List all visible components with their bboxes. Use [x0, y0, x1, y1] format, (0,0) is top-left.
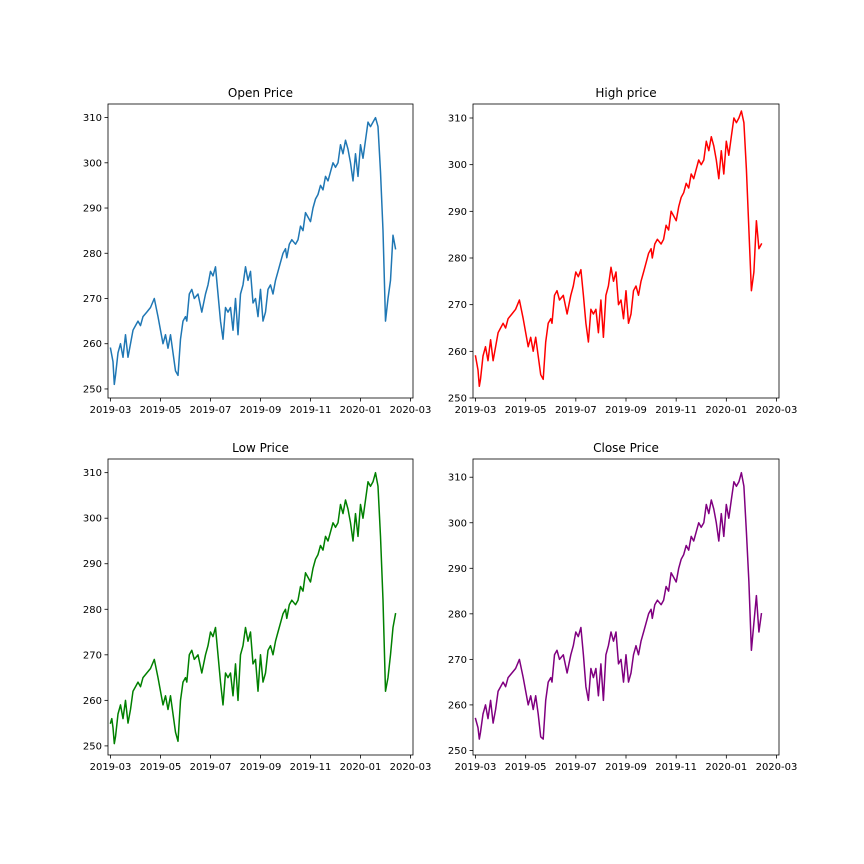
open-price-x-tick-label: 2019-11: [290, 405, 332, 416]
high-price-line: [474, 110, 763, 388]
low-price-y-tick-label: 290: [83, 559, 102, 570]
low-price-x-tick-label: 2019-05: [140, 762, 182, 773]
close-price-x-tick-label: 2019-03: [455, 762, 497, 773]
open-price-y-tick-label: 270: [83, 294, 102, 305]
close-price-x-tick-label: 2019-09: [605, 762, 647, 773]
high-price-x-tick-label: 2020-03: [756, 405, 798, 416]
low-price-x-tick-label: 2020-01: [340, 762, 382, 773]
open-price-axes-ticks: 2019-03 2019-05 2019-07 2019-09 2019-11 2020-…: [83, 113, 431, 416]
open-price-x-tick-label: 2019-05: [140, 405, 182, 416]
open-price-y-tick-label: 310: [83, 113, 102, 124]
close-price-y-tick-label: 300: [448, 518, 467, 529]
high-price-axes-ticks: 2019-03 2019-05 2019-07 2019-09 2019-11 2020-…: [448, 114, 797, 417]
close-price-y-tick-label: 290: [448, 564, 467, 575]
open-price-line: [109, 116, 397, 386]
close-price-title: Close Price: [593, 441, 659, 455]
low-price-y-tick-label: 310: [83, 468, 102, 479]
high-price-axes-frame: [472, 103, 780, 399]
close-price-x-tick-label: 2019-07: [555, 762, 597, 773]
open-price-y-tick-label: 290: [83, 204, 102, 215]
close-price-line: [474, 471, 763, 740]
open-price-subplot: Open Price 2019-03 2019-05 2019-07 2019-09 2…: [83, 86, 431, 416]
close-price-y-tick-label: 250: [448, 746, 467, 757]
low-price-line: [109, 471, 397, 745]
high-price-x-tick-label: 2019-09: [605, 405, 647, 416]
open-price-x-tick-label: 2020-03: [390, 405, 432, 416]
close-price-axes-frame: [472, 458, 780, 756]
open-price-x-tick-label: 2019-03: [90, 405, 132, 416]
open-price-x-tick-label: 2019-09: [240, 405, 282, 416]
low-price-x-tick-label: 2020-03: [390, 762, 432, 773]
open-price-y-tick-label: 280: [83, 249, 102, 260]
high-price-y-tick-label: 270: [448, 300, 467, 311]
low-price-x-tick-label: 2019-03: [90, 762, 132, 773]
low-price-y-tick-label: 300: [83, 514, 102, 525]
low-price-y-tick-label: 250: [83, 741, 102, 752]
open-price-y-tick-label: 250: [83, 384, 102, 395]
high-price-x-tick-label: 2019-07: [555, 405, 597, 416]
high-price-y-tick-label: 290: [448, 207, 467, 218]
open-price-x-tick-label: 2019-07: [190, 405, 232, 416]
open-price-y-tick-label: 300: [83, 158, 102, 169]
close-price-axes-ticks: 2019-03 2019-05 2019-07 2019-09 2019-11 2020-…: [448, 473, 797, 773]
high-price-title: High price: [595, 86, 656, 100]
close-price-y-tick-label: 270: [448, 655, 467, 666]
close-price-x-tick-label: 2019-05: [505, 762, 547, 773]
low-price-subplot: Low Price 2019-03 2019-05 2019-07 2019-09 20…: [83, 441, 431, 773]
close-price-y-tick-label: 280: [448, 609, 467, 620]
low-price-title: Low Price: [232, 441, 289, 455]
low-price-y-tick-label: 280: [83, 605, 102, 616]
close-price-x-tick-label: 2020-01: [705, 762, 747, 773]
high-price-y-tick-label: 280: [448, 254, 467, 265]
close-price-y-tick-label: 310: [448, 473, 467, 484]
high-price-x-tick-label: 2019-11: [655, 405, 697, 416]
low-price-x-tick-label: 2019-11: [290, 762, 332, 773]
high-price-x-tick-label: 2019-05: [505, 405, 547, 416]
high-price-y-tick-label: 300: [448, 160, 467, 171]
close-price-x-tick-label: 2020-03: [756, 762, 798, 773]
high-price-subplot: High price 2019-03 2019-05 2019-07 2019-09 2…: [448, 86, 797, 416]
close-price-y-tick-label: 260: [448, 700, 467, 711]
low-price-y-tick-label: 260: [83, 696, 102, 707]
low-price-axes-frame: [107, 458, 414, 756]
high-price-x-tick-label: 2019-03: [455, 405, 497, 416]
high-price-x-tick-label: 2020-01: [705, 405, 747, 416]
low-price-x-tick-label: 2019-07: [190, 762, 232, 773]
open-price-title: Open Price: [228, 86, 293, 100]
high-price-y-tick-label: 260: [448, 347, 467, 358]
low-price-y-tick-label: 270: [83, 650, 102, 661]
close-price-subplot: Close Price 2019-03 2019-05 2019-07 2019-09…: [448, 441, 797, 773]
high-price-y-tick-label: 310: [448, 114, 467, 125]
high-price-y-tick-label: 250: [448, 394, 467, 405]
close-price-x-tick-label: 2019-11: [655, 762, 697, 773]
open-price-axes-frame: [107, 103, 414, 399]
low-price-x-tick-label: 2019-09: [240, 762, 282, 773]
open-price-x-tick-label: 2020-01: [340, 405, 382, 416]
open-price-y-tick-label: 260: [83, 339, 102, 350]
low-price-axes-ticks: 2019-03 2019-05 2019-07 2019-09 2019-11 2020-…: [83, 468, 431, 773]
